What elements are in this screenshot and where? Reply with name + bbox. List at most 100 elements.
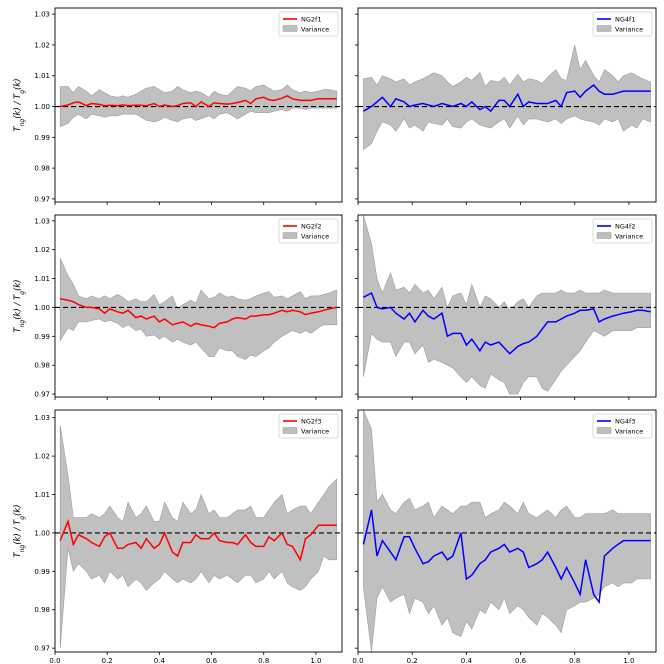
legend: NG2f3 Variance (278, 413, 339, 439)
y-axis-label-part: (k) / (13, 99, 23, 119)
series-line-ng4f1 (363, 83, 651, 113)
y-tick-label: 0.99 (34, 568, 50, 576)
y-tick-label: 0.97 (34, 391, 50, 399)
legend: NG4f3 Variance (592, 413, 653, 439)
y-tick-label: 1.00 (34, 529, 50, 537)
x-tick-label: 0.4 (461, 657, 473, 664)
plot-area (358, 44, 656, 151)
legend: NG2f1 Variance (278, 11, 339, 37)
y-axis-label-part: T (13, 519, 23, 525)
y-tick-label: 1.00 (34, 304, 50, 312)
x-tick-label: 1.0 (623, 657, 634, 664)
y-axis-label-part: (k) / (13, 525, 23, 545)
x-tick-label: 0.8 (258, 657, 269, 664)
x-tick-label: 0.4 (154, 657, 166, 664)
panel-ng4f2: NG4f2 Variance (355, 214, 657, 400)
plot-area (55, 84, 342, 128)
variance-band (59, 84, 338, 128)
y-tick-label: 1.01 (34, 491, 50, 499)
y-axis-label-part: g (19, 90, 26, 94)
x-tick-label: 0.6 (206, 657, 218, 664)
y-axis-label-part: ng (19, 119, 26, 127)
y-axis-label-part: T (13, 93, 23, 99)
legend-series-label: NG2f2 (301, 223, 321, 231)
panel-ng4f1: NG4f1 Variance (355, 7, 657, 205)
y-tick-label: 0.97 (34, 645, 50, 653)
series-line-ng4f3 (362, 509, 651, 605)
series-line-ng2f3 (59, 518, 337, 562)
y-axis-label-part: (k) / (13, 300, 23, 320)
y-tick-label: 0.99 (34, 134, 50, 142)
axes-frame (54, 409, 343, 653)
axes-frame (357, 214, 657, 398)
series-line-ng2f1 (60, 94, 337, 108)
plot-area (55, 425, 342, 649)
y-axis-label-part: T (13, 327, 23, 333)
panel-ng2f2: 0.97 0.98 0.99 1.00 1.01 1.02 1.03 NG2f2 Varianc… (13, 214, 343, 400)
legend-band-label: Variance (615, 428, 643, 436)
variance-band (363, 44, 651, 151)
legend-band-label: Variance (301, 26, 329, 34)
series-line-ng2f2 (60, 298, 337, 329)
plot-area (55, 258, 342, 360)
legend-band-swatch (596, 25, 612, 32)
panel-ng4f3: 0.00.20.40.60.81.0NG4f3Variancek[h/Mpc] (352, 409, 657, 664)
plot-area (358, 215, 656, 395)
y-axis-label: Tng(k) / Tg(k) (13, 279, 26, 332)
legend-band-swatch (596, 427, 612, 434)
y-tick-label: 0.98 (34, 606, 50, 614)
x-tick-label: 0.2 (407, 657, 418, 664)
axes-frame (54, 7, 343, 203)
axes-frame (54, 214, 343, 398)
x-tick-label: 0.6 (515, 657, 527, 664)
y-axis-label-part: ng (19, 320, 26, 328)
y-axis-label-part: (k) (13, 504, 23, 516)
x-tick-label: 0.8 (569, 657, 580, 664)
y-axis-label-part: T (13, 126, 23, 132)
axes-frame (357, 7, 657, 203)
y-tick-label: 0.98 (34, 165, 50, 173)
legend: NG4f2 Variance (592, 218, 653, 244)
y-axis-label-part: T (13, 294, 23, 300)
legend-band-swatch (282, 232, 298, 239)
y-tick-label: 1.01 (34, 275, 50, 283)
x-tick-label: 0.0 (352, 657, 363, 664)
y-tick-label: 1.01 (34, 72, 50, 80)
legend: NG2f2 Variance (278, 218, 339, 244)
y-tick-label: 1.03 (34, 414, 50, 422)
legend-band-swatch (282, 25, 298, 32)
legend: NG4f1 Variance (592, 11, 653, 37)
y-tick-label: 1.02 (34, 453, 50, 461)
panel-ng2f3: 0.97 0.98 0.99 1.00 1.01 1.02 1.03 0.0 0.2 0.4 0.6… (13, 409, 343, 664)
legend-series-label: NG4f2 (615, 223, 635, 231)
variance-band (59, 258, 338, 360)
axes-frame (357, 409, 657, 653)
legend-series-label: NG4f1 (615, 16, 635, 24)
x-tick-label: 0.2 (102, 657, 113, 664)
y-axis-label: Tng(k) / Tg(k) (13, 504, 26, 557)
y-axis-label-part: T (13, 552, 23, 558)
legend-band-swatch (282, 427, 298, 434)
legend-band-label: Variance (301, 428, 329, 436)
legend-band-label: Variance (615, 26, 643, 34)
y-axis-label-part: ng (19, 545, 26, 553)
y-tick-label: 1.03 (34, 11, 50, 19)
legend-series-label: NG4f3 (615, 418, 635, 426)
y-axis-label-part: (k) (13, 78, 23, 90)
y-tick-label: 1.02 (34, 246, 50, 254)
y-tick-label: 1.02 (34, 41, 50, 49)
plot-area (358, 410, 656, 652)
variance-band (363, 410, 651, 652)
y-axis-label-part: g (19, 291, 26, 295)
y-axis-label: Tng(k) / Tg(k) (13, 78, 26, 131)
legend-band-label: Variance (615, 233, 643, 241)
legend-series-label: NG2f1 (301, 16, 321, 24)
legend-series-label: NG2f3 (301, 418, 321, 426)
x-tick-label: 1.0 (310, 657, 321, 664)
y-tick-label: 0.98 (34, 362, 50, 370)
y-tick-label: 0.99 (34, 333, 50, 341)
series-line-ng4f2 (363, 291, 651, 355)
legend-band-swatch (596, 232, 612, 239)
legend-band-label: Variance (301, 233, 329, 241)
